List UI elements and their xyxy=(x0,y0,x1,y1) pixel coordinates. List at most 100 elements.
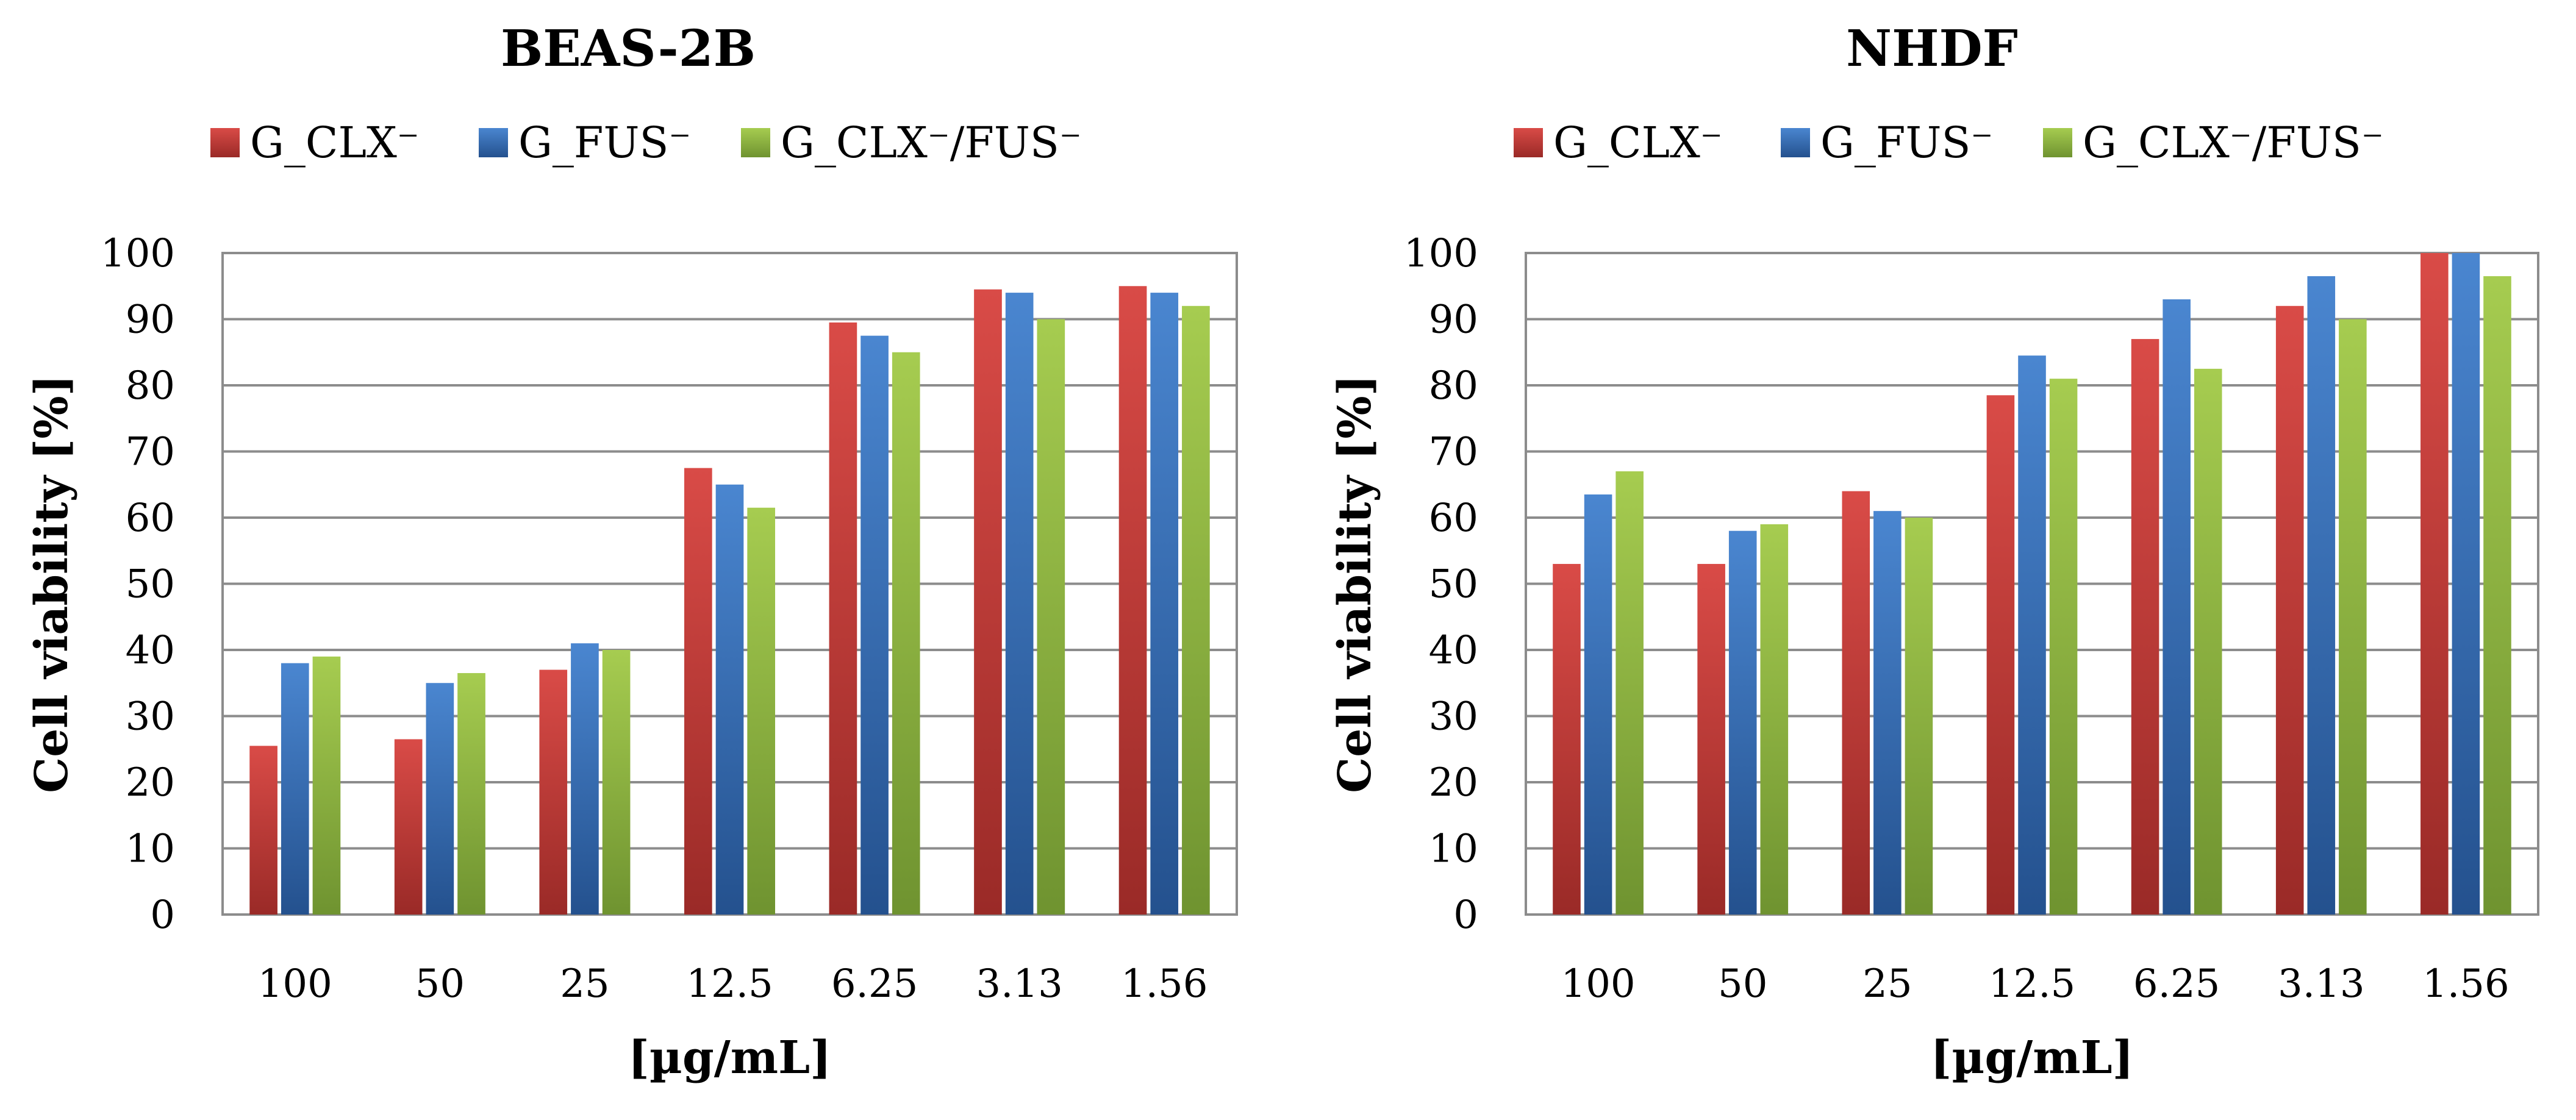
legend-label: G_FUS⁻ xyxy=(1820,118,1993,168)
x-axis-title: [µg/mL] xyxy=(628,1032,831,1084)
legend-swatch-blue xyxy=(1781,128,1810,157)
legend-swatch-green xyxy=(2043,128,2072,157)
bar-green-3 xyxy=(602,650,631,915)
bar-green-2 xyxy=(457,672,485,915)
chart-1: BEAS-2B G_CLX⁻ G_FUS⁻ G_CLX⁻/FUS⁻ 0 10 20 30 40 5… xyxy=(26,20,1238,1084)
x-tick-label: 6.25 xyxy=(2133,961,2220,1007)
bar-blue-3 xyxy=(1873,511,1902,915)
bar-blue-1 xyxy=(281,663,309,915)
y-tick-label: 50 xyxy=(1429,562,1478,607)
x-tick-label: 3.13 xyxy=(976,961,1063,1007)
x-tick-label: 1.56 xyxy=(1121,961,1208,1007)
y-tick-label: 20 xyxy=(1429,760,1478,805)
bar-blue-5 xyxy=(860,335,889,915)
bar-green-5 xyxy=(2194,368,2222,915)
chart-title: BEAS-2B xyxy=(501,20,756,78)
x-tick-label: 50 xyxy=(415,961,465,1007)
x-tick-label: 3.13 xyxy=(2278,961,2365,1007)
y-axis-title: Cell viability [%] xyxy=(1329,374,1381,793)
bar-green-4 xyxy=(2049,379,2078,915)
y-tick-label: 10 xyxy=(126,827,175,872)
bar-green-2 xyxy=(1760,524,1789,915)
y-tick-label: 60 xyxy=(126,496,175,541)
legend-label: G_CLX⁻ xyxy=(1553,118,1723,168)
bar-red-7 xyxy=(2420,253,2449,915)
y-tick-label: 80 xyxy=(126,363,175,408)
bar-blue-6 xyxy=(1005,293,1034,915)
bar-blue-5 xyxy=(2163,299,2191,915)
y-tick-label: 30 xyxy=(1429,694,1478,740)
y-tick-label: 80 xyxy=(1429,363,1478,408)
bar-green-1 xyxy=(1615,471,1644,915)
y-tick-label: 30 xyxy=(126,694,175,740)
chart-2: NHDF G_CLX⁻ G_FUS⁻ G_CLX⁻/FUS⁻ 0 10 20 30 40 50 60… xyxy=(1329,20,2539,1084)
legend-swatch-blue xyxy=(479,128,508,157)
bar-green-3 xyxy=(1905,518,1933,915)
y-tick-label: 100 xyxy=(1404,231,1478,276)
bar-red-6 xyxy=(2275,305,2304,915)
x-tick-label: 100 xyxy=(1561,961,1635,1007)
bar-blue-2 xyxy=(426,683,454,915)
x-tick-label: 50 xyxy=(1718,961,1767,1007)
bar-red-3 xyxy=(1842,491,1870,915)
bar-red-5 xyxy=(829,322,857,915)
bar-blue-2 xyxy=(1728,530,1757,915)
legend-swatch-green xyxy=(741,128,770,157)
bar-green-6 xyxy=(1037,319,1065,915)
y-tick-label: 10 xyxy=(1429,827,1478,872)
x-tick-label: 12.5 xyxy=(686,961,773,1007)
bar-red-2 xyxy=(394,739,423,915)
y-tick-label: 0 xyxy=(1453,893,1478,938)
bar-blue-4 xyxy=(715,484,744,915)
bar-red-1 xyxy=(1553,563,1581,915)
y-tick-label: 70 xyxy=(126,430,175,475)
bar-red-4 xyxy=(684,468,712,915)
legend-label: G_CLX⁻/FUS⁻ xyxy=(781,118,1082,168)
bar-blue-7 xyxy=(2452,253,2480,915)
x-tick-label: 6.25 xyxy=(831,961,918,1007)
x-tick-label: 12.5 xyxy=(1989,961,2076,1007)
y-tick-label: 50 xyxy=(126,562,175,607)
bar-green-1 xyxy=(312,656,341,915)
legend-swatch-red xyxy=(210,128,240,157)
bar-green-7 xyxy=(1182,305,1210,915)
bar-red-3 xyxy=(539,669,568,915)
bar-red-7 xyxy=(1118,286,1147,915)
bar-green-7 xyxy=(2483,276,2511,915)
legend-label: G_CLX⁻/FUS⁻ xyxy=(2083,118,2384,168)
bar-blue-7 xyxy=(1150,293,1179,915)
bar-blue-1 xyxy=(1584,494,1612,915)
bar-red-4 xyxy=(1986,395,2015,915)
bar-green-4 xyxy=(747,507,776,915)
y-axis-title: Cell viability [%] xyxy=(26,374,78,793)
y-tick-label: 90 xyxy=(1429,298,1478,343)
bar-red-1 xyxy=(249,746,277,915)
y-tick-label: 0 xyxy=(150,893,175,938)
y-tick-label: 20 xyxy=(126,760,175,805)
bar-blue-6 xyxy=(2307,276,2336,915)
y-tick-label: 40 xyxy=(1429,628,1478,673)
x-axis-title: [µg/mL] xyxy=(1930,1032,2133,1084)
y-tick-label: 40 xyxy=(126,628,175,673)
y-tick-label: 90 xyxy=(126,298,175,343)
x-tick-label: 25 xyxy=(1862,961,1912,1007)
bar-green-5 xyxy=(892,352,920,915)
legend-swatch-red xyxy=(1514,128,1543,157)
bar-green-6 xyxy=(2339,319,2367,915)
bar-blue-3 xyxy=(571,643,599,915)
x-tick-label: 100 xyxy=(258,961,332,1007)
x-tick-label: 25 xyxy=(560,961,609,1007)
bar-red-6 xyxy=(974,289,1002,915)
legend-label: G_FUS⁻ xyxy=(518,118,691,168)
y-tick-label: 60 xyxy=(1429,496,1478,541)
bar-blue-4 xyxy=(2018,355,2046,915)
bar-red-2 xyxy=(1697,563,1725,915)
chart-title: NHDF xyxy=(1846,20,2018,78)
legend-label: G_CLX⁻ xyxy=(250,118,420,168)
y-tick-label: 70 xyxy=(1429,430,1478,475)
y-tick-label: 100 xyxy=(101,231,175,276)
x-tick-label: 1.56 xyxy=(2422,961,2510,1007)
bar-red-5 xyxy=(2131,339,2159,915)
